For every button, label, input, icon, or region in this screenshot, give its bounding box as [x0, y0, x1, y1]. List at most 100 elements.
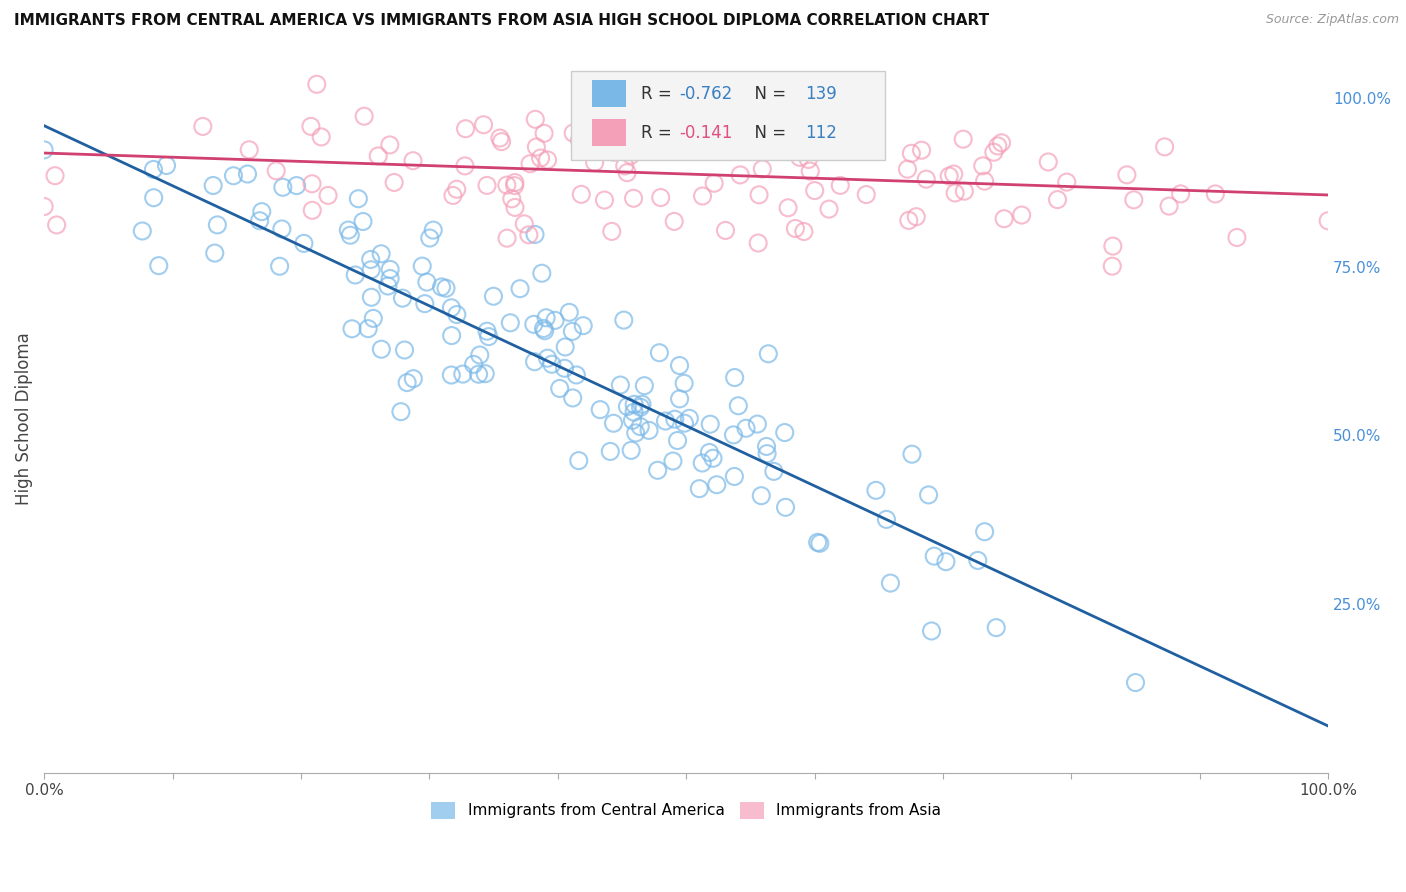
Point	[440, 301, 463, 315]
Point	[702, 451, 724, 466]
Point	[668, 121, 690, 136]
Point	[855, 187, 877, 202]
Point	[631, 397, 654, 411]
Point	[467, 368, 489, 382]
Point	[1101, 259, 1123, 273]
Point	[827, 127, 849, 141]
Point	[357, 321, 380, 335]
Point	[301, 177, 323, 191]
Text: R =: R =	[641, 124, 678, 142]
Point	[569, 187, 592, 202]
Point	[723, 428, 745, 442]
Point	[503, 178, 526, 193]
Point	[616, 166, 638, 180]
Text: 112: 112	[806, 124, 838, 142]
Point	[599, 444, 621, 458]
Point	[875, 512, 897, 526]
Point	[638, 136, 661, 150]
Point	[503, 176, 526, 190]
Point	[540, 357, 562, 371]
Point	[593, 193, 616, 207]
Point	[664, 214, 686, 228]
Point	[202, 178, 225, 193]
Point	[662, 454, 685, 468]
Point	[501, 192, 523, 206]
Point	[803, 184, 825, 198]
Point	[292, 236, 315, 251]
Point	[478, 329, 501, 343]
Point	[270, 222, 292, 236]
Point	[668, 359, 690, 373]
Point	[983, 145, 1005, 160]
Point	[747, 417, 769, 431]
Y-axis label: High School Diploma: High School Diploma	[15, 332, 32, 505]
Point	[735, 421, 758, 435]
Point	[561, 325, 583, 339]
Point	[367, 149, 389, 163]
Point	[1317, 214, 1340, 228]
Point	[692, 189, 714, 203]
Point	[1153, 140, 1175, 154]
Point	[509, 282, 531, 296]
Point	[727, 399, 749, 413]
Point	[533, 324, 555, 338]
Point	[269, 260, 291, 274]
Point	[475, 178, 498, 193]
Point	[378, 271, 401, 285]
Point	[699, 417, 721, 432]
Point	[807, 535, 830, 549]
Point	[491, 135, 513, 149]
Point	[561, 391, 583, 405]
Point	[678, 411, 700, 425]
Point	[533, 126, 555, 140]
Point	[339, 228, 361, 243]
Point	[309, 129, 332, 144]
Point	[626, 133, 648, 147]
Point	[440, 368, 463, 382]
Point	[942, 167, 965, 181]
Point	[756, 347, 779, 361]
Point	[536, 153, 558, 167]
Point	[952, 132, 974, 146]
Point	[523, 318, 546, 332]
Point	[534, 310, 557, 325]
Point	[236, 167, 259, 181]
Point	[1122, 193, 1144, 207]
Point	[503, 201, 526, 215]
Point	[688, 482, 710, 496]
Point	[1125, 675, 1147, 690]
Point	[389, 405, 412, 419]
Point	[921, 624, 943, 638]
Point	[238, 143, 260, 157]
Point	[416, 275, 439, 289]
Point	[391, 291, 413, 305]
Point	[316, 188, 339, 202]
Point	[489, 131, 512, 145]
Point	[463, 357, 485, 371]
Point	[495, 178, 517, 192]
Point	[647, 463, 669, 477]
Point	[524, 140, 547, 154]
Point	[513, 217, 536, 231]
Point	[548, 381, 571, 395]
Point	[897, 213, 920, 227]
Point	[778, 117, 800, 131]
Point	[628, 419, 651, 434]
Point	[370, 247, 392, 261]
Point	[865, 483, 887, 498]
Point	[474, 367, 496, 381]
Point	[517, 227, 540, 242]
Point	[533, 321, 555, 335]
Point	[394, 343, 416, 357]
Point	[650, 190, 672, 204]
Point	[879, 576, 901, 591]
Point	[419, 231, 441, 245]
Point	[554, 340, 576, 354]
Point	[935, 555, 957, 569]
Point	[793, 225, 815, 239]
Point	[773, 425, 796, 440]
Point	[285, 178, 308, 193]
Point	[623, 405, 645, 419]
Point	[562, 126, 585, 140]
Point	[938, 169, 960, 183]
